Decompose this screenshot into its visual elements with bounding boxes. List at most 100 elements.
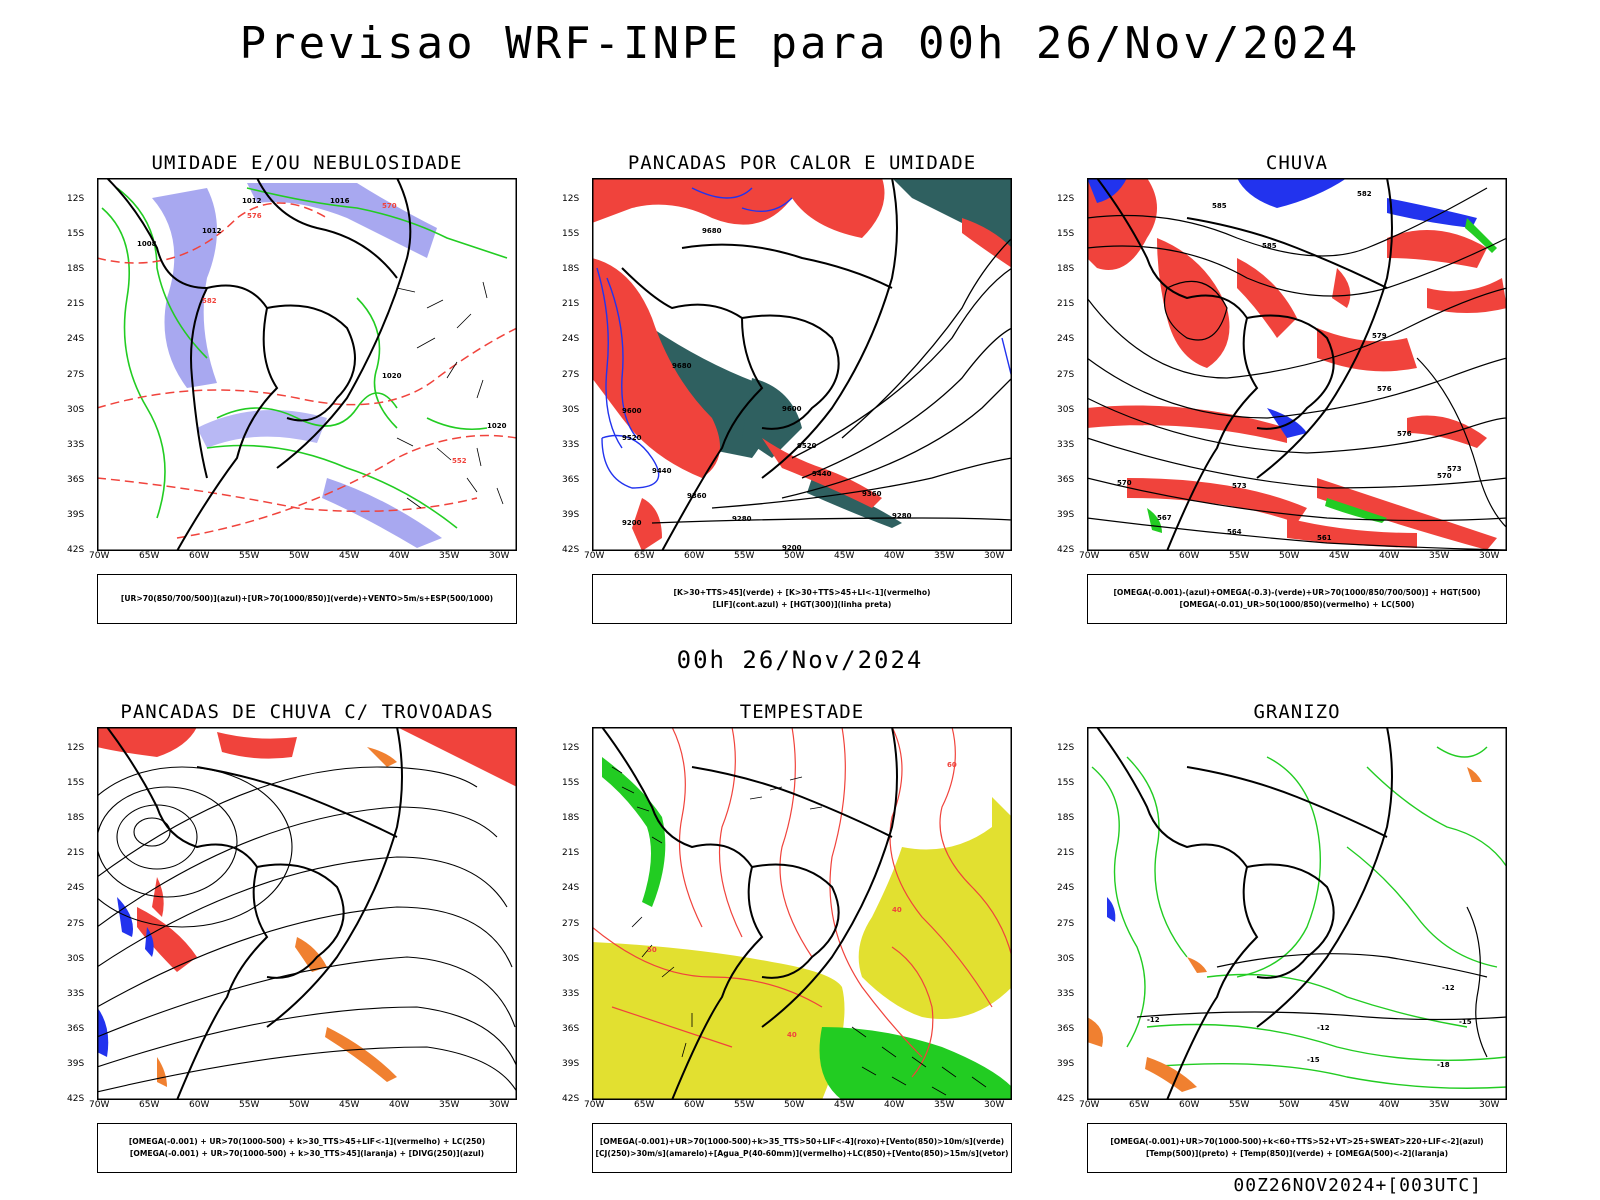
lat-tick-label: 15S [67, 229, 85, 240]
svg-text:561: 561 [1317, 534, 1332, 542]
lat-tick-label: 27S [562, 369, 580, 380]
lat-tick-label: 33S [67, 439, 85, 450]
lat-tick-label: 27S [1057, 918, 1075, 929]
svg-text:585: 585 [1212, 202, 1227, 210]
lon-tick-label: 55W [734, 1100, 755, 1110]
lat-tick-label: 21S [1057, 848, 1075, 859]
svg-text:-15: -15 [1459, 1018, 1472, 1026]
svg-text:40: 40 [892, 906, 902, 914]
lat-tick-label: 33S [1057, 988, 1075, 999]
lat-tick-label: 15S [1057, 778, 1075, 789]
temp500-contours [1136, 906, 1507, 1058]
svg-text:576: 576 [247, 212, 262, 220]
hgt-labels: 585 585 582 579 576 576 573 573 570 570 … [1117, 190, 1462, 542]
lat-tick-label: 12S [562, 194, 580, 204]
lat-tick-label: 33S [562, 988, 580, 999]
svg-text:576: 576 [1397, 430, 1412, 438]
svg-text:50: 50 [647, 946, 657, 954]
svg-text:9440: 9440 [652, 467, 672, 475]
lon-tick-label: 55W [1229, 551, 1250, 561]
lon-tick-label: 45W [834, 1100, 855, 1110]
svg-text:570: 570 [382, 202, 397, 210]
red-rain-area [1087, 178, 1507, 550]
lon-tick-label: 30W [489, 1100, 510, 1110]
lon-tick-label: 60W [189, 1100, 210, 1110]
lat-tick-label: 18S [1057, 264, 1075, 275]
lat-tick-label: 12S [67, 743, 85, 753]
lon-tick-label: 60W [684, 551, 705, 561]
lat-tick-label: 24S [562, 883, 580, 894]
country-borders [1096, 178, 1393, 551]
water-labels: 40 50 40 60 [647, 761, 957, 1039]
lon-tick-label: 55W [239, 1100, 260, 1110]
panel-title: TEMPESTADE [739, 701, 865, 723]
lon-tick-label: 65W [1129, 1100, 1150, 1110]
svg-text:9200: 9200 [782, 544, 802, 551]
lon-tick-label: 60W [684, 1100, 705, 1110]
temp-labels: -12 -12 -12 -15 -15 -18 [1147, 984, 1472, 1069]
panel-title: PANCADAS DE CHUVA C/ TROVOADAS [120, 701, 494, 723]
lat-tick-label: 24S [1057, 334, 1075, 345]
lat-tick-label: 12S [562, 743, 580, 753]
lon-tick-label: 35W [1429, 551, 1450, 561]
orange-omega-area [1087, 767, 1482, 1092]
lat-tick-label: 36S [67, 474, 85, 485]
lat-tick-label: 27S [1057, 369, 1075, 380]
lat-tick-label: 18S [67, 264, 85, 275]
svg-text:9520: 9520 [797, 442, 817, 450]
svg-text:-12: -12 [1147, 1016, 1160, 1024]
lon-tick-label: 40W [1379, 1100, 1400, 1110]
lon-tick-label: 40W [1379, 551, 1400, 561]
country-borders [621, 178, 898, 551]
lat-tick-label: 21S [562, 299, 580, 310]
svg-text:582: 582 [1357, 190, 1372, 198]
lat-tick-label: 42S [562, 545, 580, 555]
svg-text:9600: 9600 [622, 407, 642, 415]
red-storm-area [97, 727, 517, 972]
lat-tick-label: 15S [562, 229, 580, 240]
lon-tick-label: 50W [784, 1100, 805, 1110]
svg-text:585: 585 [1262, 242, 1277, 250]
lon-tick-label: 50W [1279, 1100, 1300, 1110]
lon-tick-label: 30W [984, 551, 1005, 561]
lat-tick-label: 21S [1057, 299, 1075, 310]
svg-text:1012: 1012 [202, 227, 222, 235]
lat-tick-label: 21S [562, 848, 580, 859]
mid-title: 00h 26/Nov/2024 [676, 646, 924, 674]
lat-tick-label: 24S [1057, 883, 1075, 894]
lat-tick-label: 36S [562, 1023, 580, 1034]
svg-text:570: 570 [1437, 472, 1452, 480]
lat-tick-label: 36S [562, 474, 580, 485]
lat-tick-label: 36S [67, 1023, 85, 1034]
legend-box: [OMEGA(-0.001) + UR>70(1000-500) + k>30_… [97, 1123, 517, 1173]
lon-tick-label: 50W [1279, 551, 1300, 561]
lat-tick-label: 30S [67, 953, 85, 964]
lat-tick-label: 39S [562, 1058, 580, 1069]
legend-box: [K>30+TTS>45](verde) + [K>30+TTS>45+LI<-… [592, 574, 1012, 624]
lat-tick-label: 24S [67, 334, 85, 345]
lat-tick-label: 42S [1057, 1094, 1075, 1104]
svg-text:60: 60 [947, 761, 957, 769]
svg-text:570: 570 [1117, 479, 1132, 487]
lat-tick-label: 39S [562, 509, 580, 520]
lat-tick-label: 21S [67, 299, 85, 310]
lat-tick-label: 30S [1057, 953, 1075, 964]
yellow-jet-area [592, 797, 1012, 1100]
svg-text:582: 582 [202, 297, 217, 305]
svg-text:576: 576 [1377, 385, 1392, 393]
legend-box: [OMEGA(-0.001)+UR>70(1000-500)+k>35_TTS>… [592, 1123, 1012, 1173]
lon-tick-label: 40W [389, 551, 410, 561]
lon-tick-label: 35W [439, 1100, 460, 1110]
svg-text:579: 579 [1372, 332, 1387, 340]
svg-text:1012: 1012 [242, 197, 262, 205]
svg-text:9680: 9680 [672, 362, 692, 370]
svg-text:40: 40 [787, 1031, 797, 1039]
svg-text:9200: 9200 [622, 519, 642, 527]
lon-tick-label: 35W [439, 551, 460, 561]
svg-text:1020: 1020 [487, 422, 507, 430]
lat-tick-label: 36S [1057, 474, 1075, 485]
hgt500-contours [1087, 187, 1507, 551]
isobar-labels: 1012 1012 1016 1008 1020 1020 570 576 58… [137, 197, 507, 465]
lat-tick-label: 18S [562, 264, 580, 275]
svg-text:-15: -15 [1307, 1056, 1320, 1064]
